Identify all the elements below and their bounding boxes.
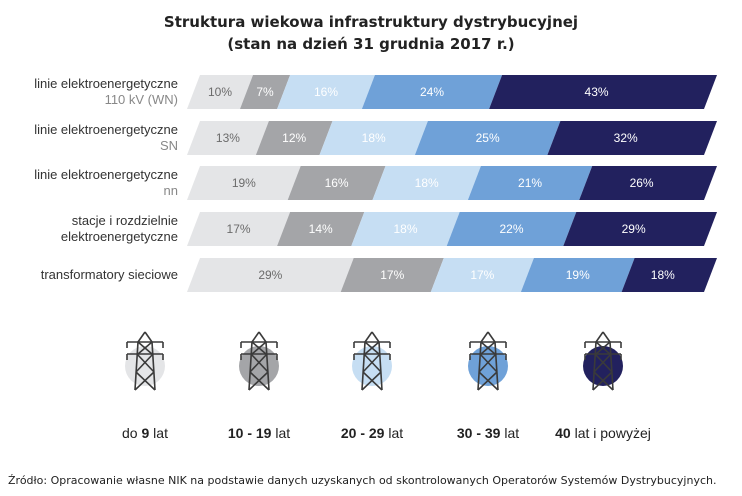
data-label: 18% <box>362 131 386 145</box>
data-label: 19% <box>566 268 590 282</box>
bar-segment <box>187 258 354 292</box>
data-label: 16% <box>314 85 338 99</box>
data-label: 18% <box>415 176 439 190</box>
bar-segment <box>563 212 717 246</box>
category-sublabel: nn <box>164 183 178 198</box>
data-label: 21% <box>518 176 542 190</box>
legend: do 9 lat 10 - 19 lat 20 - 29 lat 30 - 39 la… <box>122 331 651 441</box>
bars-group: 10% 7% 16% 24% 43% 13% 12% 18% 25% 32% 19% 16% 18% 21… <box>187 75 717 292</box>
bar-segment <box>187 75 253 109</box>
bar-segment <box>340 258 444 292</box>
source-note: Źródło: Opracowanie własne NIK na podsta… <box>8 474 717 487</box>
category-label: linie elektroenergetyczne <box>34 167 178 182</box>
pylon-icon <box>125 331 165 391</box>
category-label: transformatory sieciowe <box>41 267 178 282</box>
pylon-icon <box>352 331 392 391</box>
bar-segment <box>255 121 333 155</box>
bar-segment <box>287 166 386 200</box>
category-label: linie elektroenergetyczne <box>34 76 178 91</box>
bar-segment <box>240 75 291 109</box>
bar-segment <box>621 258 717 292</box>
chart-subtitle: (stan na dzień 31 grudnia 2017 r.) <box>227 35 514 53</box>
bar-segment <box>414 121 561 155</box>
category-label: linie elektroenergetyczne <box>34 122 178 137</box>
data-label: 16% <box>325 176 349 190</box>
bar-segment <box>187 121 269 155</box>
category-sublabel: 110 kV (WN) <box>105 92 178 107</box>
pylon-icon <box>583 331 623 391</box>
chart-title: Struktura wiekowa infrastruktury dystryb… <box>164 13 578 31</box>
data-label: 43% <box>585 85 609 99</box>
bar-segment <box>579 166 717 200</box>
data-label: 17% <box>227 222 251 236</box>
data-label: 22% <box>499 222 523 236</box>
data-label: 13% <box>216 131 240 145</box>
bar-segment <box>361 75 503 109</box>
data-label: 18% <box>651 268 675 282</box>
data-label: 10% <box>208 85 232 99</box>
data-label: 14% <box>309 222 333 236</box>
bar-segment <box>547 121 717 155</box>
data-label: 29% <box>258 268 282 282</box>
data-label: 32% <box>614 131 638 145</box>
bar-segment <box>187 212 291 246</box>
legend-label: do 9 lat <box>122 425 168 441</box>
category-label: stacje i rozdzielnie <box>72 213 178 228</box>
bar-segment <box>520 258 635 292</box>
category-sublabel: elektroenergetyczne <box>61 229 178 244</box>
bar-segment <box>277 75 375 109</box>
bar-segment <box>430 258 534 292</box>
bar-segment <box>372 166 481 200</box>
legend-label: 10 - 19 lat <box>228 425 290 441</box>
bar-segment <box>187 166 301 200</box>
legend-label: 20 - 29 lat <box>341 425 403 441</box>
data-label: 29% <box>622 222 646 236</box>
data-label: 17% <box>470 268 494 282</box>
data-label: 25% <box>476 131 500 145</box>
data-label: 19% <box>232 176 256 190</box>
data-label: 26% <box>630 176 654 190</box>
pylon-icon <box>239 331 279 391</box>
data-label: 17% <box>380 268 404 282</box>
data-label: 18% <box>393 222 417 236</box>
bar-segment <box>489 75 717 109</box>
data-label: 12% <box>282 131 306 145</box>
data-label: 24% <box>420 85 444 99</box>
bar-segment <box>467 166 593 200</box>
bar-segment <box>319 121 428 155</box>
bar-segment <box>446 212 577 246</box>
bar-segment <box>277 212 365 246</box>
bar-segment <box>351 212 460 246</box>
legend-label: 40 lat i powyżej <box>555 425 651 441</box>
data-label: 7% <box>256 85 274 99</box>
category-sublabel: SN <box>160 138 178 153</box>
pylon-icon <box>468 331 508 391</box>
legend-label: 30 - 39 lat <box>457 425 519 441</box>
